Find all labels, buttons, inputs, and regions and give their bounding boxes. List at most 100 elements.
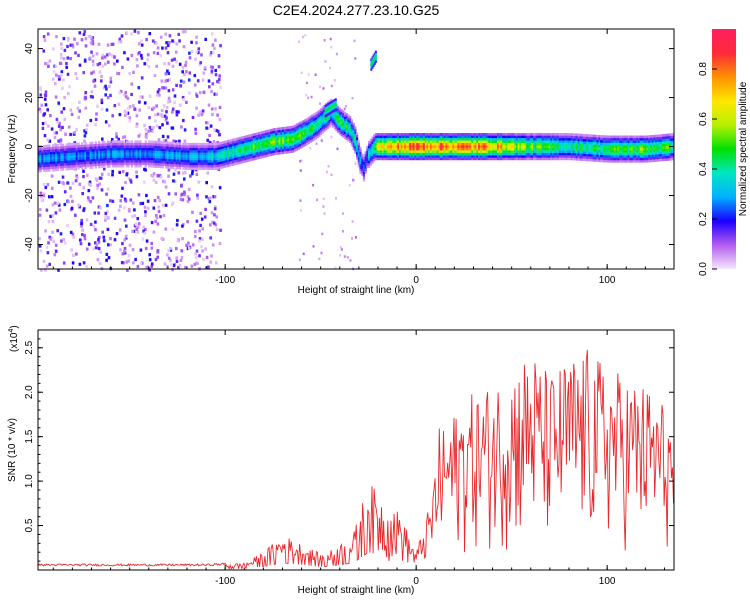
spectrogram-cell: [414, 157, 417, 161]
spectrogram-cell: [576, 138, 579, 141]
spectrogram-cell: [306, 139, 309, 143]
spectrogram-cell: [147, 65, 151, 69]
spectrogram-cell: [110, 152, 113, 156]
spectrogram-cell: [466, 145, 469, 148]
spectrogram-cell: [385, 140, 388, 143]
spectrogram-cell: [55, 73, 58, 77]
spectrogram-cell: [148, 160, 151, 163]
spectrogram-cell: [337, 120, 340, 124]
spectrogram-cell: [111, 138, 114, 142]
spectrogram-cell: [349, 130, 352, 134]
spectrogram-cell: [579, 141, 582, 144]
spectrogram-cell: [545, 142, 548, 146]
spectrogram-cell: [120, 150, 123, 153]
spectrogram-cell: [135, 175, 139, 179]
spectrogram-cell: [151, 145, 154, 149]
spectrogram-cell: [51, 144, 54, 147]
spectrogram-cell: [469, 155, 472, 158]
spectrogram-cell: [208, 150, 211, 153]
spectrogram-cell: [603, 145, 606, 148]
spectrogram-cell: [631, 157, 634, 161]
spectrogram-cell: [405, 133, 408, 136]
spectrogram-cell: [435, 140, 438, 143]
spectrogram-cell: [264, 142, 268, 146]
spectrogram-cell: [89, 166, 92, 169]
spectrogram-cell: [186, 200, 190, 204]
spectrogram-cell: [252, 157, 256, 161]
spectrogram-cell: [555, 145, 558, 148]
spectrogram-cell: [263, 145, 266, 148]
spectrogram-cell: [529, 155, 532, 158]
spectrogram-cell: [154, 165, 158, 168]
spectrogram-cell: [218, 117, 222, 122]
spectrogram-cell: [65, 145, 68, 149]
spectrogram-cell: [333, 117, 336, 120]
spectrogram-cell: [168, 149, 171, 152]
spectrogram-cell: [144, 140, 147, 143]
spectrogram-cell: [51, 159, 54, 162]
spectrogram-cell: [196, 79, 200, 83]
spectrogram-cell: [276, 132, 280, 136]
spectrogram-cell: [209, 162, 213, 166]
spectrogram-cell: [203, 150, 206, 153]
spectrogram-cell: [137, 42, 141, 46]
spectrogram-cell: [548, 145, 551, 148]
spectrogram-cell: [143, 124, 146, 128]
spectrogram-cell: [546, 133, 549, 136]
spectrogram-cell: [335, 123, 338, 127]
spectrogram-cell: [86, 161, 89, 165]
spectrogram-cell: [148, 125, 152, 130]
spectrogram-cell: [188, 246, 191, 250]
spectrogram-cell: [127, 157, 130, 161]
spectrogram-cell: [497, 145, 500, 148]
spectrogram-cell: [368, 155, 371, 159]
spectrogram-cell: [454, 150, 457, 153]
spectrogram-cell: [270, 128, 273, 132]
spectrogram-cell: [319, 125, 323, 128]
spectrogram-cell: [141, 160, 144, 163]
spectrogram-cell: [457, 150, 460, 153]
spectrogram-cell: [280, 151, 283, 155]
spectrogram-cell: [472, 155, 476, 158]
spectrogram-cell: [572, 155, 575, 158]
spectrogram-cell: [644, 147, 647, 151]
spectrogram-cell: [381, 145, 384, 148]
spectrogram-cell: [643, 140, 646, 143]
spectrogram-cell: [65, 158, 68, 161]
spectrogram-cell: [87, 198, 91, 202]
spectrogram-cell: [44, 62, 47, 66]
spectrogram-cell: [490, 140, 493, 143]
spectrogram-cell: [428, 138, 431, 141]
spectrogram-cell: [218, 149, 221, 153]
spectrogram-cell: [196, 157, 199, 161]
spectrogram-cell: [177, 110, 180, 114]
spectrogram-cell: [194, 234, 197, 239]
spectrogram-cell: [246, 147, 249, 150]
spectrogram-cell: [431, 135, 434, 139]
spectrogram-cell: [108, 147, 111, 151]
spectrogram-cell: [168, 163, 171, 167]
spectrogram-cell: [637, 155, 641, 158]
spectrogram-cell: [294, 139, 297, 142]
spectrogram-cell: [273, 152, 276, 156]
spectrogram-cell: [63, 150, 66, 154]
spectrogram-cell: [309, 130, 312, 133]
spectrogram-cell: [199, 142, 202, 146]
spectrogram-cell: [46, 61, 49, 65]
spectrogram-cell: [151, 157, 154, 161]
spectrogram-cell: [399, 155, 402, 158]
spectrogram-cell: [386, 135, 390, 139]
spectrogram-cell: [111, 142, 115, 146]
spectrogram-cell: [142, 152, 146, 156]
spectrogram-cell: [60, 156, 63, 159]
spectrogram-cell: [276, 135, 280, 138]
spectrogram-cell: [558, 147, 561, 151]
spectrogram-cell: [478, 142, 481, 146]
spectrogram-cell: [386, 145, 390, 148]
spectrogram-cell: [543, 157, 546, 161]
spectrogram-cell: [634, 145, 637, 148]
spectrogram-cell: [381, 140, 384, 143]
spectrogram-cell: [570, 152, 574, 156]
spectrogram-cell: [237, 161, 240, 165]
spectrogram-cell: [146, 147, 149, 151]
